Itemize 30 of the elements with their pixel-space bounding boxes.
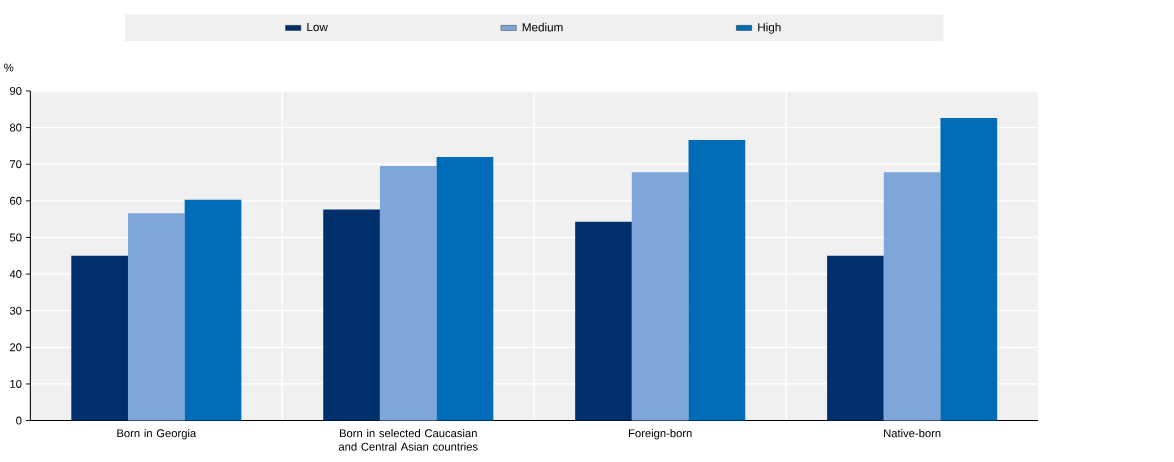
y-tick-label: 80 bbox=[9, 123, 22, 132]
x-tick-label: Native-born bbox=[884, 428, 941, 438]
y-axis-title: % bbox=[4, 63, 14, 72]
bar bbox=[184, 199, 242, 421]
bar bbox=[323, 209, 380, 421]
x-tick-label: Born in selected Caucasian and Central Asian countries bbox=[338, 428, 478, 451]
y-tick-label: 50 bbox=[9, 233, 22, 242]
bar bbox=[127, 213, 185, 421]
bar bbox=[631, 172, 689, 421]
y-tick-label: 70 bbox=[10, 160, 22, 169]
y-tick-label: 90 bbox=[9, 87, 22, 95]
y-tick-label: 40 bbox=[9, 270, 22, 279]
bar bbox=[940, 118, 998, 421]
legend-label: Medium bbox=[522, 22, 563, 32]
bar bbox=[379, 166, 437, 421]
y-tick-label: 60 bbox=[10, 196, 22, 205]
y-tick-label: 20 bbox=[10, 343, 22, 352]
bar bbox=[883, 172, 941, 421]
bar bbox=[688, 140, 746, 421]
bar bbox=[71, 255, 128, 421]
legend-label: High bbox=[758, 22, 781, 34]
y-tick-label: 10 bbox=[10, 379, 22, 388]
x-tick-label: Foreign-born bbox=[629, 428, 692, 440]
legend-label: Low bbox=[307, 23, 328, 32]
x-tick-label: Born in Georgia bbox=[117, 428, 197, 440]
y-tick-label: 30 bbox=[9, 306, 22, 315]
y-tick-label: 0 bbox=[16, 416, 22, 425]
bar bbox=[436, 156, 494, 421]
bar bbox=[827, 255, 884, 421]
bar bbox=[575, 221, 632, 421]
